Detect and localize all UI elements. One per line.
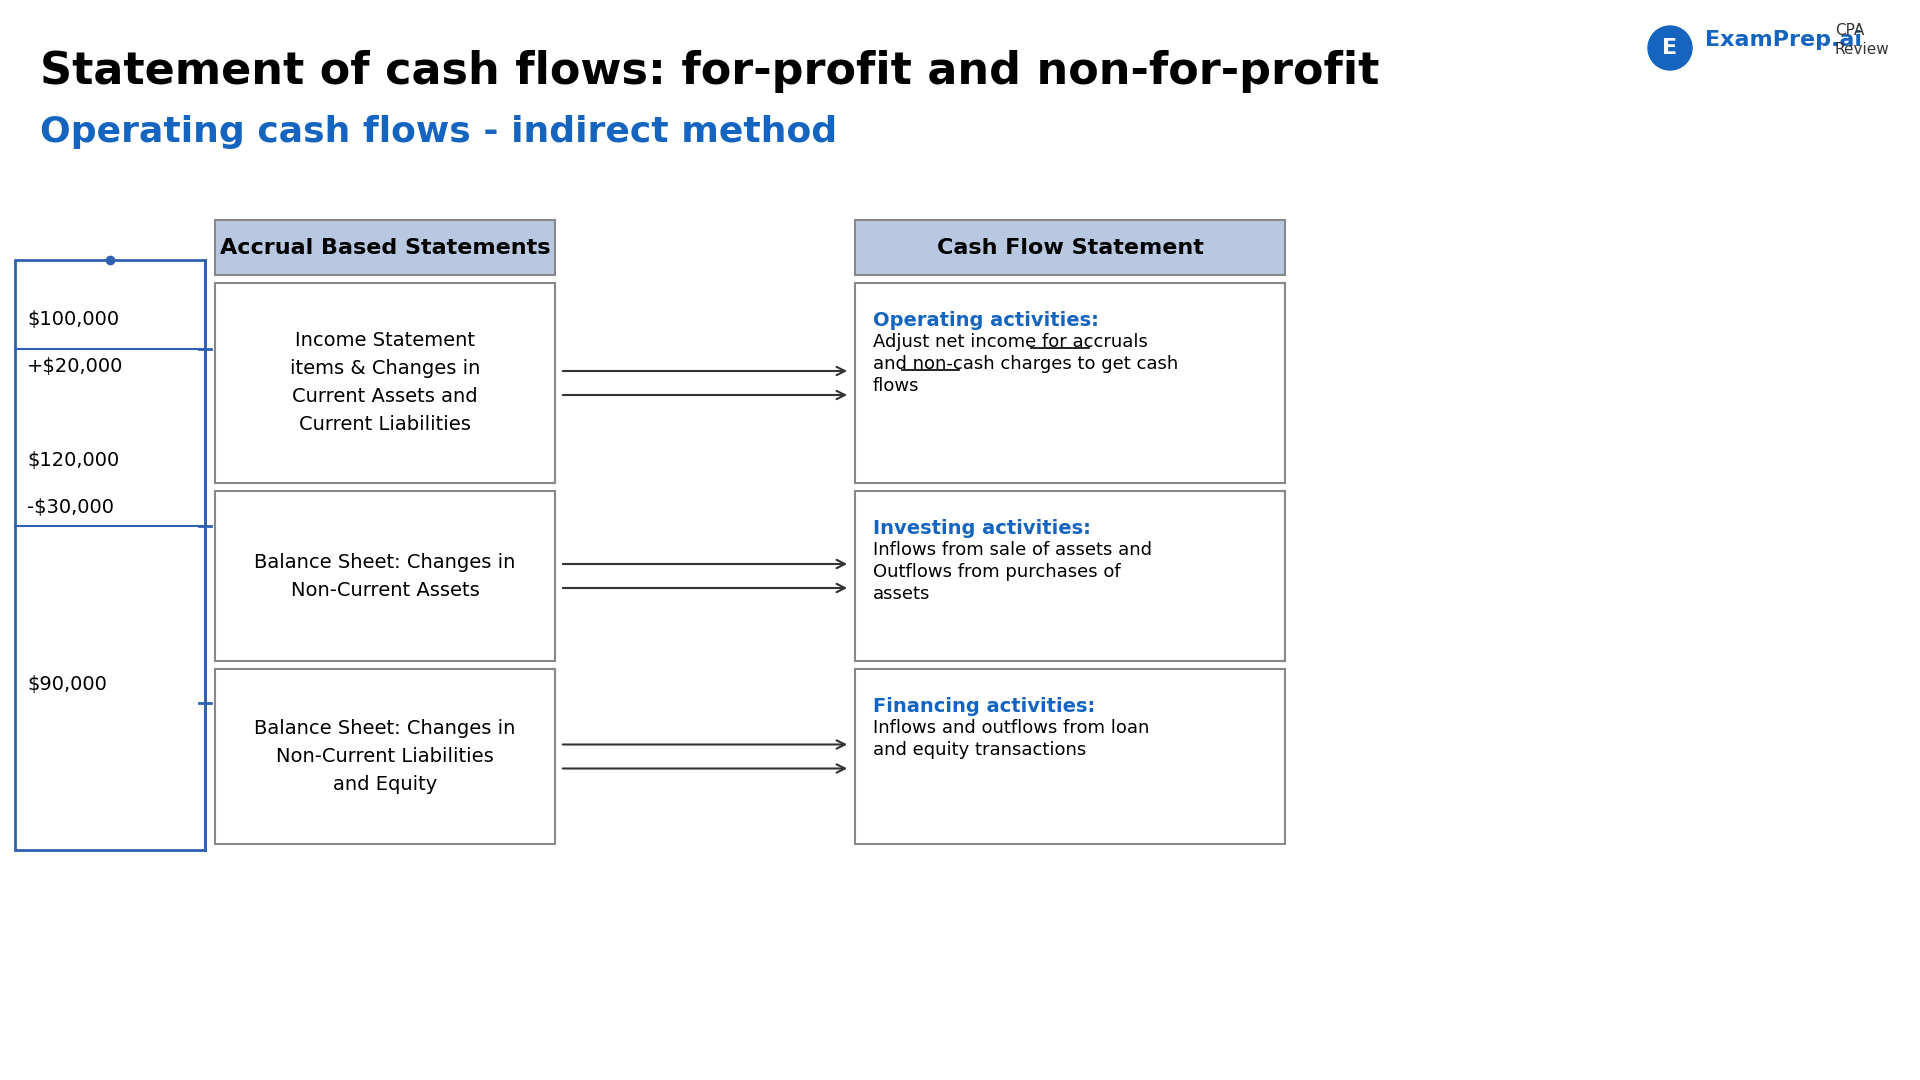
FancyBboxPatch shape bbox=[854, 669, 1284, 843]
Text: $100,000: $100,000 bbox=[27, 310, 119, 328]
Text: Inflows from sale of assets and: Inflows from sale of assets and bbox=[874, 541, 1152, 559]
FancyBboxPatch shape bbox=[854, 491, 1284, 661]
FancyBboxPatch shape bbox=[215, 283, 555, 483]
Text: Operating activities:: Operating activities: bbox=[874, 311, 1098, 330]
Text: $90,000: $90,000 bbox=[27, 675, 108, 694]
Text: Financing activities:: Financing activities: bbox=[874, 697, 1094, 716]
Text: flows: flows bbox=[874, 377, 920, 395]
Text: Balance Sheet: Changes in
Non-Current Assets: Balance Sheet: Changes in Non-Current As… bbox=[253, 553, 516, 599]
FancyBboxPatch shape bbox=[215, 491, 555, 661]
FancyBboxPatch shape bbox=[215, 669, 555, 843]
Text: Statement of cash flows: for-profit and non-for-profit: Statement of cash flows: for-profit and … bbox=[40, 50, 1379, 93]
Text: $120,000: $120,000 bbox=[27, 451, 119, 470]
Text: Operating cash flows - indirect method: Operating cash flows - indirect method bbox=[40, 114, 837, 149]
Circle shape bbox=[1647, 26, 1692, 70]
Text: and equity transactions: and equity transactions bbox=[874, 741, 1087, 759]
Text: Inflows and outflows from loan: Inflows and outflows from loan bbox=[874, 719, 1150, 737]
Text: +$20,000: +$20,000 bbox=[27, 356, 123, 376]
Text: Adjust net income for accruals: Adjust net income for accruals bbox=[874, 333, 1148, 351]
Text: Income Statement
items & Changes in
Current Assets and
Current Liabilities: Income Statement items & Changes in Curr… bbox=[290, 332, 480, 434]
FancyBboxPatch shape bbox=[215, 220, 555, 275]
Text: Cash Flow Statement: Cash Flow Statement bbox=[937, 238, 1204, 257]
Text: Outflows from purchases of: Outflows from purchases of bbox=[874, 563, 1121, 581]
Text: and non-cash charges to get cash: and non-cash charges to get cash bbox=[874, 355, 1179, 373]
Text: CPA
Review: CPA Review bbox=[1836, 23, 1889, 57]
Text: ExamPrep.ai: ExamPrep.ai bbox=[1705, 30, 1862, 50]
FancyBboxPatch shape bbox=[854, 220, 1284, 275]
Text: E: E bbox=[1663, 38, 1678, 58]
Text: Balance Sheet: Changes in
Non-Current Liabilities
and Equity: Balance Sheet: Changes in Non-Current Li… bbox=[253, 719, 516, 794]
Text: Investing activities:: Investing activities: bbox=[874, 519, 1091, 538]
Text: -$30,000: -$30,000 bbox=[27, 498, 113, 517]
FancyBboxPatch shape bbox=[854, 283, 1284, 483]
FancyBboxPatch shape bbox=[15, 260, 205, 850]
Text: Accrual Based Statements: Accrual Based Statements bbox=[219, 238, 551, 257]
Text: assets: assets bbox=[874, 585, 931, 603]
